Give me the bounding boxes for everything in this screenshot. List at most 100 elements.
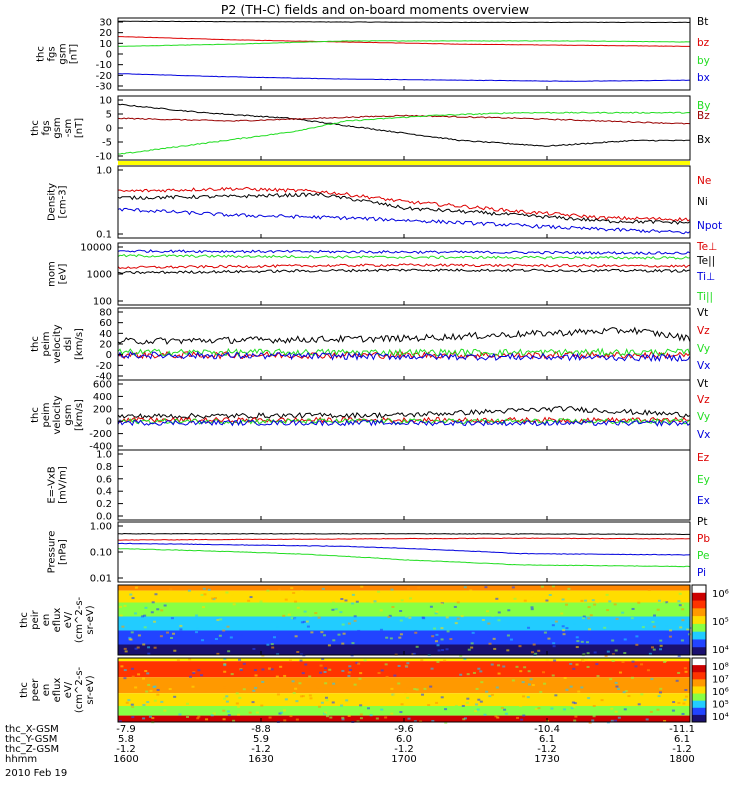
spectrogram-speckle [652, 648, 656, 651]
spectrogram-speckle [216, 619, 220, 622]
spectrogram-speckle [609, 678, 613, 681]
spectrogram-speckle [627, 695, 631, 698]
colorbar-segment [692, 623, 706, 633]
spectrogram-speckle [665, 625, 669, 628]
spectrogram-speckle [681, 712, 685, 715]
footer-value: 1800 [669, 754, 694, 765]
footer-value: 1600 [113, 754, 138, 765]
spectrogram-speckle [137, 634, 141, 637]
spectrogram-speckle [200, 674, 204, 677]
spectrogram-speckle [341, 718, 345, 721]
spectrogram-speckle [119, 605, 123, 608]
spectrogram-speckle [337, 633, 341, 636]
spectrogram-speckle [152, 620, 156, 623]
y-axis-label: -sm [63, 119, 74, 138]
colorbar-segment [692, 665, 706, 673]
spectrogram-speckle [149, 689, 153, 692]
spectrogram-speckle [134, 647, 138, 650]
spectrogram-speckle [585, 641, 589, 644]
spectrogram-speckle [530, 606, 534, 609]
spectrogram-speckle [150, 611, 154, 614]
spectrogram-speckle [261, 668, 265, 671]
spectrogram-speckle [547, 637, 551, 640]
y-axis-label: [nT] [69, 44, 80, 64]
colorbar-segment [692, 600, 706, 609]
spectrogram-speckle [339, 611, 343, 614]
series-Pb [117, 537, 691, 541]
spectrogram-speckle [680, 604, 684, 607]
spectrogram-speckle [686, 628, 690, 631]
spectrogram-speckle [375, 706, 379, 709]
spectrogram-speckle [223, 663, 227, 666]
spectrogram-speckle [324, 696, 328, 699]
spectrogram-speckle [267, 667, 271, 670]
spectrogram-speckle [505, 637, 509, 640]
y-tick-label: 0 [106, 124, 112, 135]
spectrogram-speckle [537, 707, 541, 710]
spectrogram-speckle [195, 626, 199, 629]
colorbar-segment [692, 686, 706, 695]
spectrogram-speckle [291, 680, 295, 683]
spectrogram-speckle [656, 608, 660, 611]
spectrogram-speckle [303, 610, 307, 613]
series-Pi [118, 542, 691, 556]
spectrogram-speckle [366, 707, 370, 710]
spectrogram-speckle [497, 672, 501, 675]
spectrogram-speckle [623, 708, 627, 711]
y-tick-label: 200 [93, 404, 112, 415]
spectrogram-speckle [532, 643, 536, 646]
spectrogram-speckle [414, 631, 418, 634]
legend-Vx: Vx [697, 429, 710, 441]
spectrogram-speckle [641, 626, 645, 629]
legend-Ni: Ni [697, 196, 708, 208]
spectrogram-speckle [393, 674, 397, 677]
spectrogram-speckle [669, 629, 673, 632]
spectrogram-speckle [684, 623, 688, 626]
y-tick-label: 30 [99, 18, 112, 29]
spectrogram-speckle [296, 606, 300, 609]
y-tick-label: 10 [99, 96, 112, 107]
spectrogram-speckle [173, 649, 177, 652]
spectrogram-speckle [344, 637, 348, 640]
spectrogram-speckle [341, 669, 345, 672]
spectrogram-speckle [131, 597, 135, 600]
spectrogram-speckle [348, 665, 352, 668]
spectrogram-speckle [214, 638, 218, 641]
spectrogram-speckle [390, 588, 394, 591]
spectrogram-speckle [406, 662, 410, 665]
spectrogram-speckle [176, 659, 180, 662]
spectrogram-speckle [119, 614, 123, 617]
colorbar-tick-label: 10⁴ [712, 712, 729, 723]
spectrogram-speckle [318, 705, 322, 708]
spectrogram-speckle [280, 711, 284, 714]
spectrogram-speckle [591, 599, 595, 602]
spectrogram-speckle [511, 586, 515, 589]
y-axis-label: Pressure [47, 531, 58, 574]
y-tick-label: 10 [99, 39, 112, 50]
spectrogram-speckle [260, 704, 264, 707]
spectrogram-speckle [359, 704, 363, 707]
footer-date: 2010 Feb 19 [5, 768, 67, 779]
spectrogram-speckle [223, 686, 227, 689]
spectrogram-speckle [453, 605, 457, 608]
spectrogram-speckle [569, 685, 573, 688]
spectrogram-speckle [647, 588, 651, 591]
spectrogram-speckle [300, 590, 304, 593]
spectrogram-speckle [587, 617, 591, 620]
series-Ti|| [117, 253, 691, 260]
spectrogram-speckle [147, 652, 151, 655]
spectrogram-speckle [151, 717, 155, 720]
spectrogram-speckle [465, 701, 469, 704]
spectrogram-speckle [321, 587, 325, 590]
spectrogram-speckle [608, 600, 612, 603]
spectrogram-speckle [329, 607, 333, 610]
spectrogram-speckle [523, 599, 527, 602]
spectrogram-speckle [226, 625, 230, 628]
spectrogram-speckle [380, 708, 384, 711]
spectrogram-speckle [659, 644, 663, 647]
spectrogram-speckle [302, 620, 306, 623]
spectrogram-speckle [283, 674, 287, 677]
series-Vy [117, 347, 691, 358]
panel-p3: 1.0 0.1 Ne Ni Npot Density [cm-3] [47, 165, 722, 241]
spectrogram-speckle [145, 690, 149, 693]
